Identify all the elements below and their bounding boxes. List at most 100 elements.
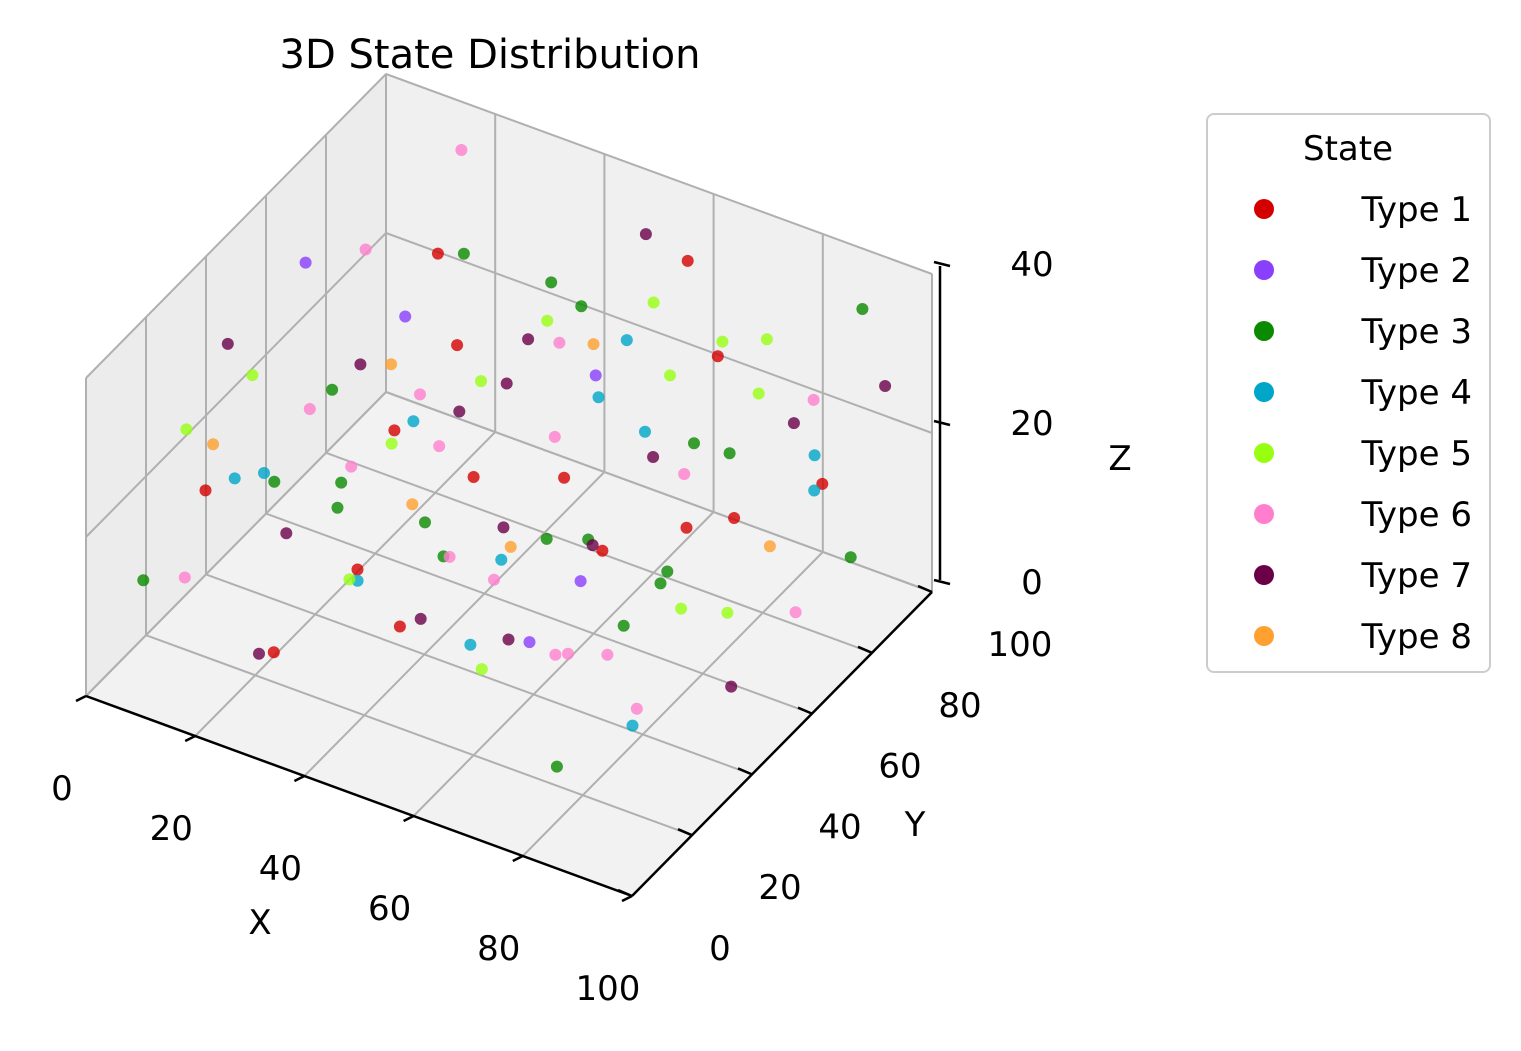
scatter-point bbox=[787, 417, 800, 430]
z-axis-label: Z bbox=[1108, 439, 1131, 479]
scatter-point bbox=[716, 335, 729, 348]
scatter-point bbox=[647, 296, 660, 309]
y-tick bbox=[917, 584, 933, 594]
legend-label: Type 2 bbox=[1360, 251, 1472, 291]
scatter-point bbox=[725, 680, 738, 693]
scatter-point bbox=[723, 447, 736, 460]
z-tick bbox=[933, 578, 951, 586]
x-grid-floor bbox=[412, 511, 715, 817]
legend-marker bbox=[1254, 626, 1274, 646]
scatter-point bbox=[407, 415, 420, 428]
scatter-point bbox=[351, 563, 364, 576]
scatter-point bbox=[816, 477, 829, 490]
legend-label: Type 4 bbox=[1360, 373, 1472, 413]
x-tick-label: 20 bbox=[150, 809, 193, 849]
scatter-point bbox=[354, 358, 367, 371]
scatter-point bbox=[500, 377, 513, 390]
scatter-point bbox=[433, 440, 446, 453]
scatter-point bbox=[545, 276, 558, 289]
scatter-point bbox=[620, 334, 633, 347]
scatter-point bbox=[763, 540, 776, 553]
scatter-point bbox=[541, 314, 554, 327]
scatter-point bbox=[589, 369, 602, 382]
scatter-point bbox=[414, 388, 426, 401]
scatter-point bbox=[617, 619, 630, 632]
y-tick bbox=[737, 767, 753, 776]
legend-marker bbox=[1254, 565, 1274, 585]
scatter-point bbox=[488, 573, 500, 586]
scatter-point bbox=[455, 144, 468, 156]
legend-marker bbox=[1254, 321, 1274, 341]
x-tick-label: 80 bbox=[477, 929, 520, 969]
scatter-point bbox=[675, 602, 688, 615]
scatter-point bbox=[464, 638, 477, 651]
y-grid-floor bbox=[145, 634, 693, 837]
scatter-point bbox=[562, 647, 574, 660]
scatter-point bbox=[856, 303, 869, 315]
scatter-point bbox=[385, 437, 398, 450]
scatter-point bbox=[664, 369, 676, 382]
y-grid-floor bbox=[265, 512, 813, 715]
scatter-point bbox=[789, 606, 802, 619]
scatter-point bbox=[639, 425, 651, 438]
y-tick-label: 0 bbox=[709, 929, 731, 969]
scatter-point bbox=[393, 620, 406, 633]
z-tick-label: 40 bbox=[1010, 245, 1053, 285]
scatter-point bbox=[586, 539, 599, 552]
scatter-point bbox=[280, 527, 293, 540]
x-tick bbox=[403, 814, 415, 823]
scatter-point bbox=[299, 256, 312, 269]
scatter-point bbox=[654, 577, 667, 590]
scatter-point bbox=[343, 573, 356, 586]
z-grid-left bbox=[85, 391, 387, 697]
scatter-point bbox=[502, 633, 515, 646]
legend-label: Type 6 bbox=[1360, 495, 1472, 535]
y-tick bbox=[797, 706, 813, 715]
scatter-point bbox=[451, 339, 464, 352]
scatter-point bbox=[879, 380, 892, 392]
scatter-point bbox=[178, 571, 191, 584]
scatter-point bbox=[752, 387, 765, 400]
y-axis-line bbox=[631, 591, 933, 897]
scatter-point bbox=[549, 648, 562, 661]
scatter-point bbox=[661, 565, 674, 578]
z-grid-back bbox=[385, 73, 933, 275]
scatter-point bbox=[268, 475, 281, 488]
scatter-point bbox=[681, 254, 694, 267]
x-axis-line bbox=[85, 694, 633, 898]
scatter-point bbox=[626, 719, 639, 732]
z-tick bbox=[933, 419, 951, 427]
scatter-point bbox=[457, 247, 470, 260]
scatter-point bbox=[630, 702, 643, 715]
scatter-point bbox=[728, 512, 741, 524]
y-tick bbox=[857, 645, 873, 654]
scatter-point bbox=[246, 369, 259, 382]
x-axis-label: X bbox=[248, 903, 271, 943]
z-tick-label: 20 bbox=[1010, 404, 1053, 444]
scatter-point bbox=[688, 437, 700, 450]
scatter-point bbox=[453, 405, 466, 418]
scatter-point bbox=[807, 393, 820, 406]
scatter-point bbox=[228, 472, 241, 485]
scatter-point bbox=[414, 612, 427, 625]
z-grid-back bbox=[385, 391, 933, 593]
scatter-point bbox=[475, 375, 487, 388]
scatter-point bbox=[221, 337, 234, 350]
scatter-point bbox=[388, 424, 401, 437]
axis-panes bbox=[84, 72, 934, 897]
scatter-point bbox=[678, 468, 691, 480]
x-tick-label: 0 bbox=[51, 769, 73, 809]
y-tick-label: 60 bbox=[878, 747, 921, 787]
legend-label: Type 3 bbox=[1360, 312, 1472, 352]
x-tick bbox=[184, 734, 196, 743]
scatter-point bbox=[326, 383, 339, 396]
chart-title: 3D State Distribution bbox=[280, 32, 701, 78]
scatter-point bbox=[303, 403, 316, 415]
scatter-point bbox=[808, 449, 821, 462]
z-grid-left bbox=[85, 73, 387, 379]
scatter-point bbox=[335, 476, 348, 489]
y-tick-label: 100 bbox=[988, 625, 1053, 665]
scatter-point bbox=[385, 358, 398, 371]
